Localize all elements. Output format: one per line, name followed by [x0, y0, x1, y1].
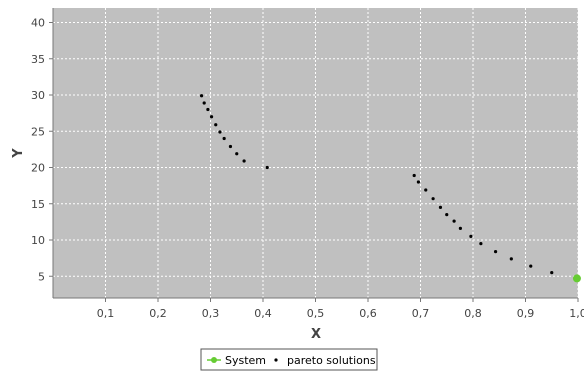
pareto-point [214, 123, 218, 127]
data-points [199, 94, 581, 283]
pareto-point [416, 180, 420, 184]
y-tick-label: 10 [31, 234, 45, 247]
x-tick-label: 0,2 [149, 307, 167, 320]
y-tick-label: 25 [31, 125, 45, 138]
x-tick-label: 0,1 [97, 307, 115, 320]
legend-system-label: System [225, 354, 266, 367]
pareto-point [235, 152, 239, 156]
pareto-point [265, 165, 269, 170]
y-axis-title: Y [11, 148, 26, 159]
y-tick-label: 5 [38, 270, 45, 283]
pareto-point [479, 242, 483, 246]
pareto-point [209, 115, 214, 119]
tick-labels: 0,1 0,2 0,3 0,4 0,5 0,6 0,7 0,8 0,9 1,0 5 10 15 20 25 3… [31, 17, 584, 321]
x-tick-label: 0,8 [464, 307, 482, 320]
pareto-point [438, 205, 443, 209]
pareto-point [493, 250, 498, 254]
y-tick-label: 20 [31, 162, 45, 175]
x-tick-label: 0,7 [412, 307, 430, 320]
legend: System pareto solutions [200, 348, 378, 371]
pareto-point [424, 188, 428, 192]
y-tick-label: 30 [31, 89, 45, 102]
x-axis-title: X [311, 327, 321, 342]
x-tick-label: 0,4 [254, 307, 272, 320]
pareto-point [242, 159, 246, 163]
y-tick-label: 40 [31, 17, 45, 30]
grid-lines [53, 8, 579, 298]
pareto-point [202, 101, 206, 105]
pareto-point [218, 130, 222, 134]
pareto-point [222, 136, 226, 141]
pareto-point [412, 173, 416, 178]
pareto-point [199, 94, 204, 98]
y-tick-label: 15 [31, 198, 45, 211]
pareto-point [529, 264, 533, 268]
pareto-point [509, 257, 513, 261]
x-tick-label: 0,6 [359, 307, 377, 320]
x-tick-label: 0,3 [202, 307, 220, 320]
pareto-point [458, 226, 462, 230]
pareto-point [431, 197, 435, 201]
legend-system-marker [211, 357, 217, 363]
pareto-point [206, 107, 210, 112]
x-tick-label: 1,0 [569, 307, 584, 320]
system-point [572, 274, 581, 283]
legend-pareto-label: pareto solutions [287, 354, 376, 367]
legend-pareto-marker [274, 358, 278, 362]
axes [49, 8, 579, 302]
pareto-point [228, 144, 233, 149]
x-tick-label: 0,5 [307, 307, 325, 320]
legend-box [200, 348, 378, 371]
pareto-point [452, 219, 456, 223]
pareto-point [445, 213, 449, 217]
y-tick-label: 35 [31, 53, 45, 66]
x-tick-label: 0,9 [517, 307, 535, 320]
pareto-point [550, 271, 554, 275]
pareto-point [469, 234, 473, 238]
